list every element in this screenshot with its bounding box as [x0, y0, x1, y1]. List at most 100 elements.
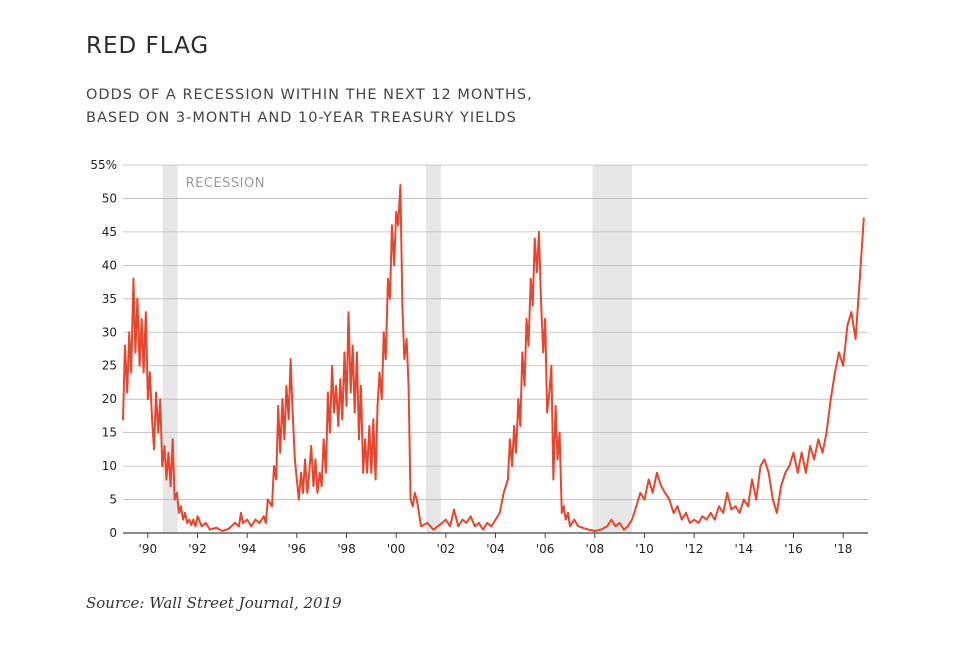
- data-point: [370, 471, 373, 474]
- data-point: [140, 317, 143, 320]
- y-tick-label: 5: [109, 493, 117, 507]
- data-point: [531, 304, 534, 307]
- data-point: [540, 297, 542, 300]
- data-point: [573, 518, 576, 521]
- data-point: [407, 384, 410, 387]
- data-point: [134, 351, 137, 354]
- recession-label: RECESSION: [186, 176, 265, 191]
- data-point: [564, 518, 567, 521]
- data-point: [275, 478, 278, 481]
- data-point: [130, 371, 133, 374]
- data-point: [173, 498, 176, 501]
- data-point: [418, 512, 420, 514]
- data-point: [304, 458, 306, 461]
- data-point: [800, 451, 803, 454]
- data-point: [161, 465, 164, 467]
- x-tick-label: '92: [188, 542, 207, 556]
- x-tick-label: '94: [238, 542, 257, 556]
- data-point: [742, 498, 745, 501]
- data-point: [331, 364, 333, 367]
- data-point: [401, 304, 404, 307]
- data-point: [813, 458, 816, 461]
- data-point: [148, 371, 151, 374]
- data-point: [771, 498, 774, 501]
- data-point: [562, 505, 565, 508]
- data-point: [335, 384, 337, 387]
- data-point: [517, 398, 520, 401]
- data-point: [360, 384, 362, 387]
- data-point: [444, 518, 447, 521]
- data-point: [490, 525, 493, 528]
- data-point: [519, 425, 522, 427]
- data-point: [227, 528, 230, 530]
- data-point: [513, 425, 516, 427]
- data-point: [730, 508, 733, 511]
- data-point: [221, 530, 224, 532]
- data-point: [393, 264, 396, 267]
- data-point: [159, 398, 162, 401]
- data-point: [668, 498, 671, 501]
- data-point: [397, 224, 400, 227]
- data-point: [511, 465, 514, 467]
- data-point: [324, 471, 327, 474]
- x-tick-label: '14: [735, 542, 754, 556]
- chart-subtitle: ODDS OF A RECESSION WITHIN THE NEXT 12 M…: [86, 84, 533, 130]
- data-point: [318, 471, 321, 474]
- data-point: [188, 518, 191, 521]
- data-point: [328, 431, 331, 434]
- data-point: [337, 425, 340, 427]
- source-note: Source: Wall Street Journal, 2019: [86, 594, 342, 612]
- data-point: [142, 371, 145, 374]
- data-point: [184, 512, 186, 514]
- data-point: [186, 522, 188, 524]
- y-tick-label: 30: [102, 325, 117, 339]
- data-point: [548, 391, 551, 394]
- data-point: [124, 344, 126, 347]
- data-point: [846, 324, 849, 327]
- data-point: [685, 512, 687, 514]
- data-point: [262, 515, 265, 518]
- data-point: [382, 331, 385, 334]
- y-tick-label: 45: [102, 225, 117, 239]
- data-point: [614, 525, 617, 528]
- data-point: [775, 512, 778, 514]
- y-tick-label: 20: [102, 392, 117, 406]
- data-point: [854, 338, 857, 340]
- data-point: [558, 431, 561, 434]
- data-point: [177, 512, 180, 514]
- data-point: [554, 404, 557, 407]
- x-tick-label: '10: [635, 542, 654, 556]
- data-point: [399, 184, 402, 186]
- data-point: [171, 438, 174, 441]
- data-point: [258, 522, 261, 524]
- data-point: [175, 491, 178, 494]
- x-tick-label: '08: [586, 542, 605, 556]
- data-point: [281, 398, 284, 401]
- recession-bands: [162, 165, 633, 533]
- data-point: [542, 351, 545, 354]
- data-point: [285, 384, 288, 387]
- data-point: [507, 478, 509, 481]
- data-point: [606, 525, 609, 528]
- data-point: [415, 498, 418, 501]
- data-point: [788, 465, 791, 467]
- data-point: [593, 530, 596, 532]
- data-point: [391, 224, 393, 227]
- y-tick-label: 25: [102, 359, 117, 373]
- y-tick-label: 15: [102, 426, 117, 440]
- data-point: [469, 515, 472, 518]
- data-point: [283, 438, 286, 441]
- data-point: [664, 491, 667, 494]
- data-point: [366, 471, 369, 474]
- data-point: [556, 458, 559, 461]
- data-point: [850, 311, 853, 314]
- data-point: [656, 471, 658, 474]
- data-point: [498, 512, 501, 514]
- data-point: [825, 431, 828, 434]
- data-point: [182, 518, 184, 521]
- data-point: [322, 438, 325, 441]
- data-point: [314, 458, 317, 461]
- y-axis-ticks: 0 5 10 15 20 25 30 35 40 45 50 55%: [90, 158, 117, 540]
- data-point: [242, 522, 244, 524]
